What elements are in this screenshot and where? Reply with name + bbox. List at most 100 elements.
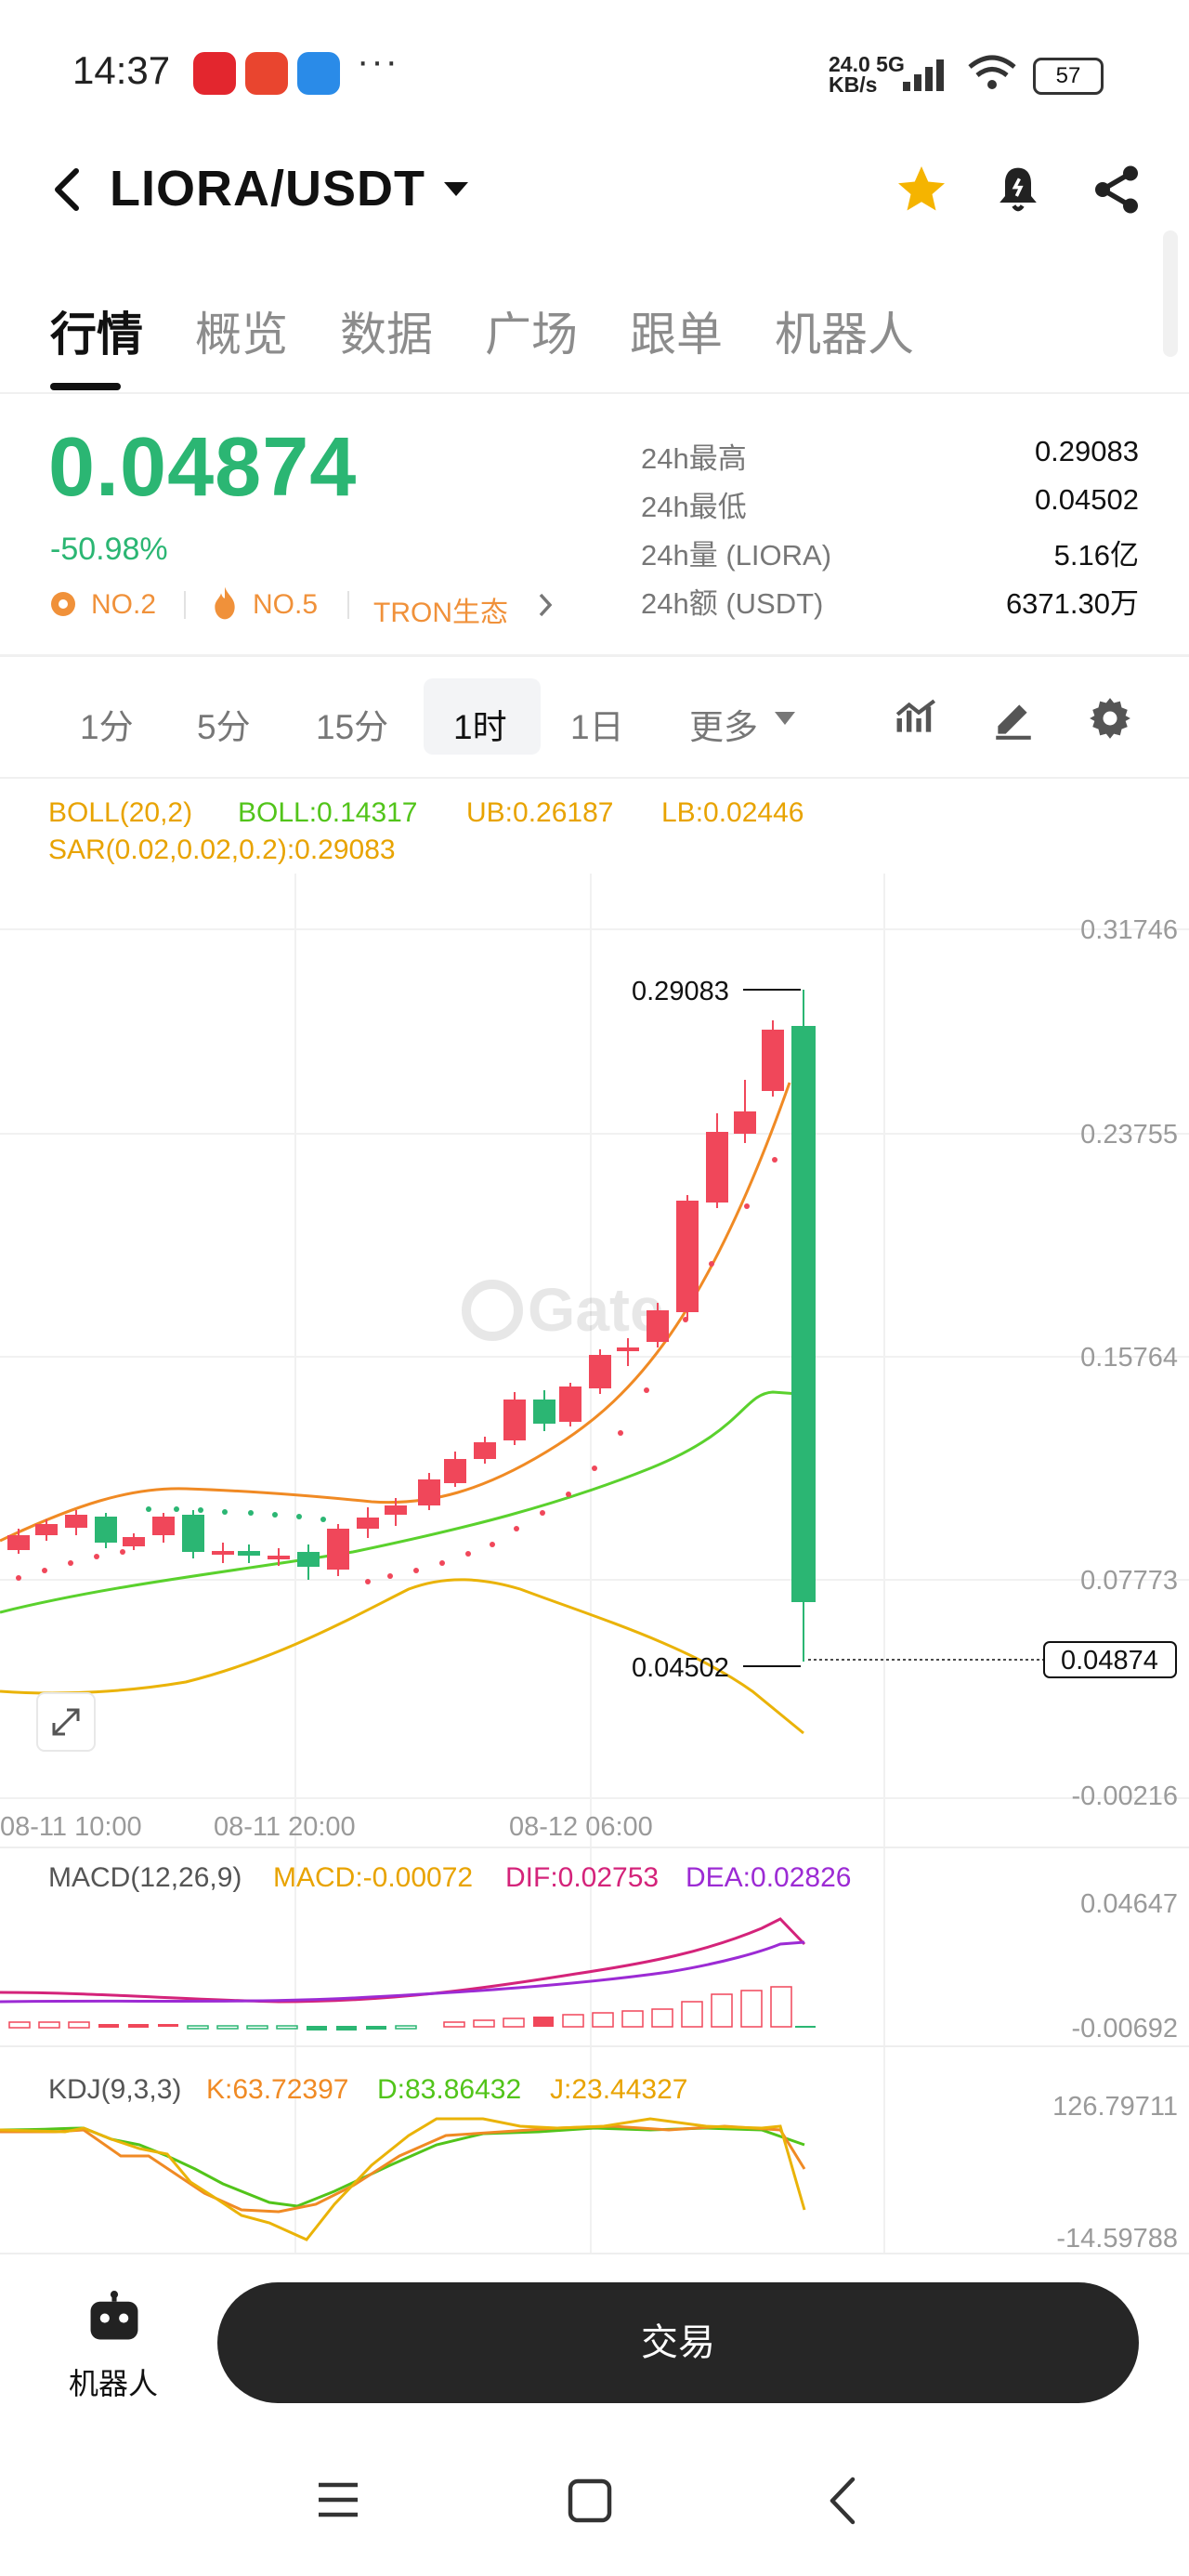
tab-divider <box>0 392 1189 394</box>
macd-name: MACD(12,26,9) <box>48 1862 242 1893</box>
robot-icon[interactable] <box>85 2290 143 2342</box>
tab-square[interactable]: 广场 <box>485 309 578 361</box>
kdj-d: D:83.86432 <box>377 2074 521 2105</box>
app-icon-takeout <box>245 52 288 95</box>
tab-bot[interactable]: 机器人 <box>775 309 914 361</box>
bell-icon[interactable] <box>992 162 1044 217</box>
rank-tag[interactable]: NO.2 <box>91 589 157 620</box>
network-speed-value: 24.0 <box>829 52 870 76</box>
scroll-indicator <box>1163 230 1178 357</box>
network-speed-unit: KB/s <box>829 72 878 97</box>
share-icon[interactable] <box>1089 162 1144 217</box>
fire-icon <box>215 586 235 620</box>
status-more-dots: ··· <box>357 41 399 82</box>
wifi-icon <box>968 55 1016 89</box>
macd-tick: 0.04647 <box>1080 1889 1178 1919</box>
watermark-text: Gate <box>528 1275 664 1344</box>
chevron-right-icon[interactable] <box>535 591 555 619</box>
candle <box>35 1524 58 1535</box>
macd-dif: DIF:0.02753 <box>505 1862 659 1893</box>
pair-title[interactable]: LIORA/USDT <box>110 161 425 217</box>
candle <box>385 1505 407 1515</box>
y-tick: 0.07773 <box>1080 1566 1178 1596</box>
timeframe-1d[interactable]: 1日 <box>570 708 624 746</box>
candle <box>617 1347 639 1351</box>
candle <box>589 1355 611 1388</box>
boll-mid-line <box>0 1390 800 1614</box>
candle <box>503 1400 526 1440</box>
timeframe-5m[interactable]: 5分 <box>197 708 251 746</box>
stat-turnover-label: 24h额 (USDT) <box>641 587 824 620</box>
sar-label: SAR(0.02,0.02,0.2):0.29083 <box>48 835 396 865</box>
sar-dots <box>16 1157 777 1584</box>
stat-high-label: 24h最高 <box>641 442 747 475</box>
tab-copytrade[interactable]: 跟单 <box>630 309 723 361</box>
kdj-j: J:23.44327 <box>550 2074 687 2105</box>
star-icon[interactable] <box>894 162 949 217</box>
kdj-k-line <box>0 2124 806 2214</box>
home-nav-icon[interactable] <box>567 2477 613 2524</box>
candle <box>7 1535 30 1550</box>
price-change: -50.98% <box>50 532 168 567</box>
indicator-icon[interactable] <box>894 695 940 742</box>
menu-nav-icon[interactable] <box>316 2479 360 2520</box>
timeframe-1m[interactable]: 1分 <box>80 708 134 746</box>
settings-icon[interactable] <box>1087 695 1133 742</box>
stat-volume-value: 5.16亿 <box>1053 539 1139 572</box>
network-speed: 24.0 5G KB/s <box>829 52 905 97</box>
timeframe-more[interactable]: 更多 <box>689 708 758 746</box>
last-price-tag <box>1043 1641 1177 1678</box>
candle <box>297 1552 320 1567</box>
stat-low-label: 24h最低 <box>641 491 747 523</box>
ecosystem-tag[interactable]: TRON生态 <box>373 598 508 628</box>
y-tick: -0.00216 <box>1072 1781 1179 1811</box>
chevron-left-icon[interactable] <box>48 165 85 214</box>
app-icon-blue <box>297 52 340 95</box>
more-caret-icon[interactable] <box>773 710 797 727</box>
last-price-tag-text: 0.04874 <box>1061 1646 1158 1676</box>
boll-lower-line <box>0 1578 804 1735</box>
tab-market[interactable]: 行情 <box>50 309 143 361</box>
pencil-icon[interactable] <box>990 695 1037 742</box>
battery-icon: 57 <box>1033 58 1104 95</box>
timeframe-1h[interactable]: 1时 <box>453 708 507 746</box>
candlestick-chart[interactable]: Gate <box>0 874 1189 2267</box>
timeframe-15m[interactable]: 15分 <box>316 708 389 746</box>
candle <box>357 1518 379 1529</box>
tab-overview[interactable]: 概览 <box>195 309 288 361</box>
stat-low-value: 0.04502 <box>1034 483 1139 516</box>
candle <box>238 1551 260 1556</box>
y-tick: 0.31746 <box>1080 915 1178 945</box>
last-price: 0.04874 <box>48 421 358 514</box>
stat-turnover-value: 6371.30万 <box>1005 587 1139 620</box>
hot-tag[interactable]: NO.5 <box>253 589 319 620</box>
candle <box>182 1515 204 1552</box>
candle <box>647 1310 669 1342</box>
candle <box>444 1459 466 1483</box>
expand-icon[interactable] <box>36 1692 96 1752</box>
tab-data[interactable]: 数据 <box>340 309 433 361</box>
active-timeframe-bg <box>424 678 541 755</box>
status-time: 14:37 <box>72 48 171 92</box>
candles <box>7 990 816 1662</box>
macd-histogram <box>8 1986 816 2031</box>
robot-label[interactable]: 机器人 <box>69 2367 159 2400</box>
boll-mid: BOLL:0.14317 <box>238 797 418 828</box>
gate-watermark: Gate <box>462 1275 664 1344</box>
candle <box>152 1517 175 1535</box>
candle <box>559 1387 581 1422</box>
kdj-k: K:63.72397 <box>206 2074 348 2105</box>
candle <box>418 1479 440 1505</box>
x-tick: 08-11 10:00 <box>0 1812 142 1842</box>
high-marker-label: 0.29083 <box>632 977 729 1006</box>
candle <box>734 1111 756 1134</box>
candle <box>762 1030 784 1091</box>
last-candle <box>791 1026 816 1602</box>
trade-button[interactable]: 交易 <box>217 2282 1139 2403</box>
kdj-tick: 126.79711 <box>1052 2092 1178 2122</box>
candle <box>533 1400 555 1424</box>
macd-dif-line <box>0 1917 806 2004</box>
back-nav-icon[interactable] <box>827 2476 858 2526</box>
section-divider <box>0 654 1189 657</box>
caret-down-icon[interactable] <box>442 180 470 199</box>
